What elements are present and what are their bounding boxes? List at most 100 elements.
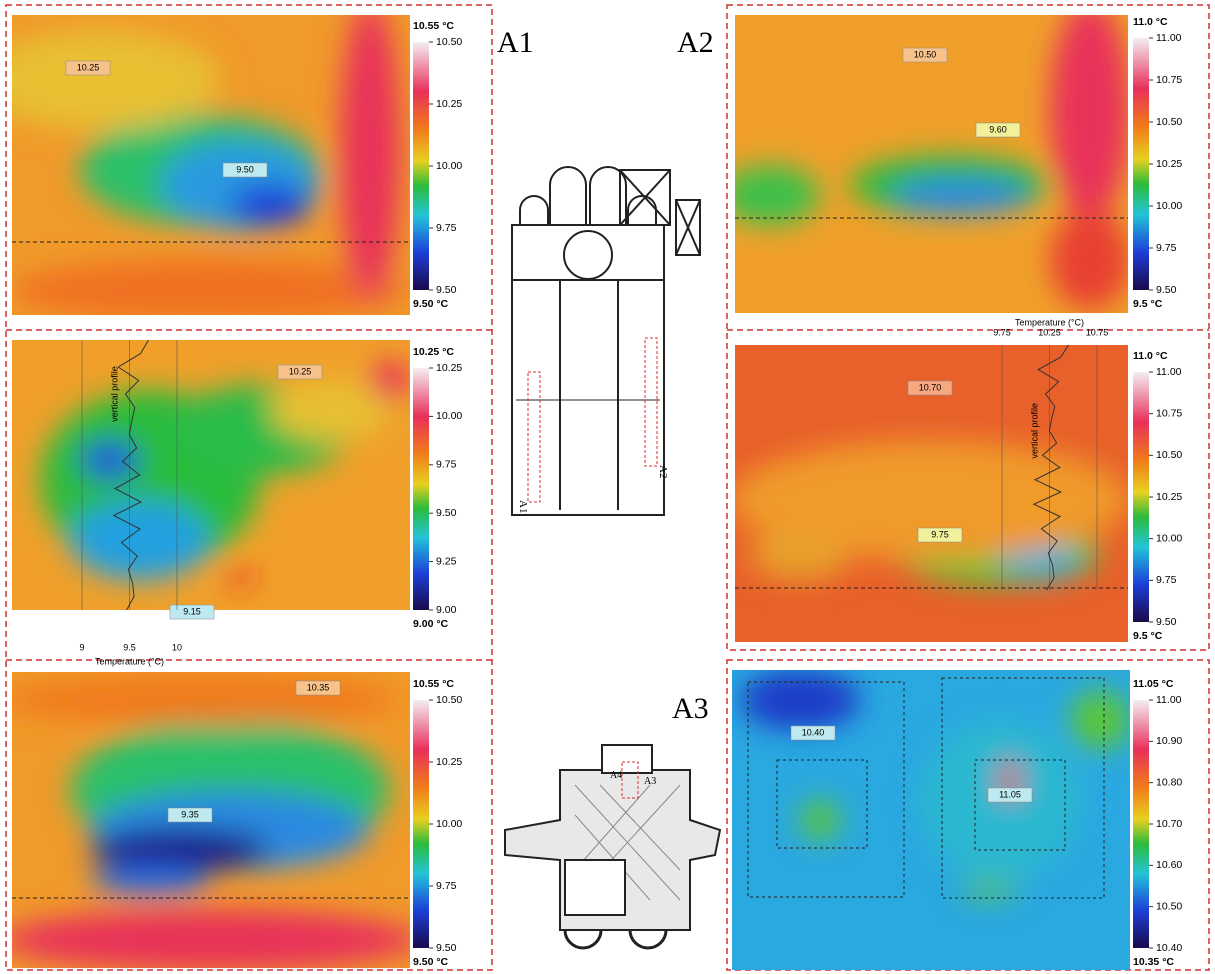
spot-label: 9.60: [989, 124, 1007, 134]
colorbar-tick-label: 10.50: [436, 36, 462, 48]
profile-axis-title: Temperature (°C): [1015, 317, 1084, 327]
thermal-image: [720, 0, 1130, 313]
spot-label: 10.25: [77, 62, 100, 72]
label-a2: A2: [677, 26, 714, 59]
scale-min: 10.35 °C: [1133, 956, 1174, 968]
thermal-panel: 10.25 °C9.00 °C10.2510.009.759.509.259.0…: [12, 340, 462, 666]
colorbar-tick-label: 11.00: [1156, 366, 1182, 378]
thermal-blob: [70, 500, 210, 580]
thermal-blob: [90, 828, 270, 872]
thermal-image: [12, 340, 410, 610]
spot-label: 9.75: [931, 529, 949, 539]
spot-label: 11.05: [999, 789, 1021, 799]
colorbar-tick-label: 10.25: [436, 362, 462, 374]
colorbar-tick-label: 9.50: [436, 284, 457, 296]
label-a1: A1: [497, 26, 534, 59]
thermal-blob: [90, 865, 210, 895]
thermal-blob: [800, 800, 840, 840]
scale-max: 10.55 °C: [413, 20, 454, 32]
colorbar-tick-label: 10.00: [436, 160, 462, 172]
profile-label: vertical profile: [110, 366, 120, 422]
colorbar-tick-label: 10.00: [436, 410, 462, 422]
scale-max: 11.05 °C: [1133, 678, 1174, 690]
colorbar-tick-label: 9.75: [436, 880, 457, 892]
scale-min: 9.5 °C: [1133, 630, 1163, 642]
colorbar-tick-label: 10.70: [1156, 818, 1182, 830]
colorbar-tick-label: 9.00: [436, 604, 457, 616]
scale-max: 11.0 °C: [1133, 16, 1168, 28]
colorbar-tick-label: 9.50: [1156, 616, 1177, 628]
colorbar-tick-label: 10.25: [1156, 158, 1182, 170]
profile-label: vertical profile: [1030, 403, 1040, 459]
thermal-blob: [1050, 210, 1130, 310]
thermal-image: [0, 0, 410, 320]
colorbar-tick-label: 11.00: [1156, 694, 1182, 706]
profile-tick-label: 10: [172, 642, 182, 652]
area-a2: [645, 338, 657, 466]
scale-min: 9.00 °C: [413, 618, 449, 630]
thermal-blob: [720, 165, 820, 225]
spot-label: 9.35: [181, 809, 199, 819]
colorbar-tick-label: 10.25: [436, 98, 462, 110]
colorbar-tick-label: 10.00: [1156, 532, 1182, 544]
scale-min: 9.50 °C: [413, 956, 449, 968]
colorbar-tick-label: 9.75: [1156, 242, 1177, 254]
colorbar-tick-label: 9.50: [436, 942, 457, 954]
spot-label: 10.35: [307, 682, 330, 692]
colorbar-tick-label: 9.75: [436, 459, 457, 471]
colorbar: [1133, 38, 1149, 290]
thermal-blob: [226, 569, 254, 585]
thermal-panel: 10.55 °C 9.50 °C 10.50 10.25 10.00 9.75 9.50 10…: [0, 0, 462, 320]
colorbar-tick-label: 9.75: [436, 222, 457, 234]
profile-axis-title: Temperature (°C): [95, 656, 164, 666]
colorbar-tick-label: 10.25: [1156, 491, 1182, 503]
spot-label: 9.15: [183, 606, 201, 616]
colorbar-tick-label: 10.75: [1156, 74, 1182, 86]
thermal-blob: [270, 380, 390, 440]
colorbar: [1133, 700, 1149, 948]
scale-min: 9.50 °C: [413, 298, 449, 310]
thermal-blob: [10, 260, 410, 320]
spot-label: 9.50: [236, 164, 254, 174]
colorbar-tick-label: 10.50: [1156, 449, 1182, 461]
colorbar: [1133, 372, 1149, 622]
colorbar-tick-label: 10.00: [1156, 200, 1182, 212]
colorbar-tick-label: 10.60: [1156, 859, 1182, 871]
colorbar-tick-label: 9.50: [436, 507, 457, 519]
colorbar-tick-label: 10.50: [1156, 116, 1182, 128]
colorbar-tick-label: 10.25: [436, 756, 462, 768]
thermal-panel: 11.0 °C 9.5 °C 11.00 10.75 10.50 10.25 10.00 9.…: [730, 317, 1182, 642]
scale-min: 9.5 °C: [1133, 298, 1163, 310]
profile-tick-label: 10.75: [1086, 327, 1109, 337]
spot-label: 10.40: [802, 727, 825, 737]
profile-tick-label: 9: [79, 642, 84, 652]
thermal-blob: [740, 670, 860, 730]
profile-tick-label: 9.75: [993, 327, 1011, 337]
colorbar-tick-label: 10.40: [1156, 942, 1182, 954]
spot-label: 10.25: [289, 366, 312, 376]
spot-label: 10.50: [914, 49, 937, 59]
scale-max: 11.0 °C: [1133, 350, 1168, 362]
colorbar: [413, 700, 429, 948]
thermal-panel: 11.0 °C9.5 °C11.0010.7510.5010.2510.009.…: [720, 0, 1182, 313]
profile-tick-label: 9.5: [123, 642, 136, 652]
colorbar-tick-label: 10.75: [1156, 407, 1182, 419]
colorbar-tick-label: 9.50: [1156, 284, 1177, 296]
figure: A1 A2 A3 A1 A2 A4 A3 10.55 °C9.50 °C10.5…: [0, 0, 1215, 974]
plan-label-a4: A4: [610, 770, 622, 781]
colorbar-tick-label: 10.50: [436, 694, 462, 706]
area-a1: [528, 372, 540, 502]
label-a3: A3: [672, 692, 709, 725]
thermal-image: [732, 670, 1130, 970]
thermal-blob: [960, 882, 1020, 898]
thermal-panel: 11.05 °C10.35 °C11.0010.9010.8010.7010.6…: [732, 670, 1182, 970]
thermal-blob: [370, 360, 410, 400]
colorbar-tick-label: 9.25: [436, 555, 457, 567]
plan-label-a2: A2: [657, 465, 669, 478]
thermal-blob: [1050, 0, 1130, 220]
spot-label: 10.70: [919, 382, 942, 392]
profile-tick-label: 10.25: [1038, 327, 1061, 337]
thermal-blob: [80, 440, 140, 480]
colorbar-tick-label: 10.00: [436, 818, 462, 830]
colorbar: [413, 368, 429, 610]
